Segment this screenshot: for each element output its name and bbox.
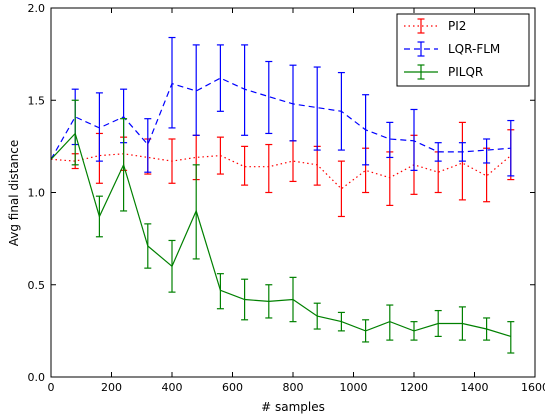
series-line-pi2: [50, 153, 512, 190]
error-bar: [410, 108, 418, 171]
error-bar: [337, 71, 345, 151]
error-bar: [71, 99, 79, 166]
error-bar: [458, 142, 466, 162]
error-bar: [313, 66, 321, 151]
error-bar: [216, 136, 224, 175]
plot-layer: [50, 36, 515, 354]
error-bar: [289, 276, 297, 323]
legend: PI2 LQR-FLM PILQR: [396, 13, 530, 87]
error-bar: [168, 138, 176, 184]
error-bar: [386, 304, 394, 341]
legend-label: LQR-FLM: [448, 42, 500, 56]
error-bar: [386, 151, 394, 207]
error-bar: [483, 138, 491, 164]
error-bar: [144, 118, 152, 173]
error-bar: [265, 284, 273, 319]
legend-item: PILQR: [404, 64, 483, 80]
series-line-lqr-flm: [50, 77, 511, 160]
x-tick-label: 600: [222, 381, 243, 394]
y-tick-label: 1.0: [28, 187, 46, 200]
error-bar: [216, 273, 224, 310]
error-bar: [192, 164, 200, 260]
error-bar: [410, 321, 418, 341]
error-bar: [289, 64, 297, 142]
error-bar: [313, 302, 321, 330]
error-bar: [434, 309, 442, 338]
error-bar: [192, 44, 200, 136]
error-bar: [507, 119, 515, 177]
error-bar: [337, 311, 345, 332]
y-tick-label: 1.5: [28, 94, 46, 107]
series-line-pilqr: [50, 132, 511, 337]
error-bar: [241, 44, 249, 136]
legend-item: PI2: [404, 18, 466, 34]
error-bar: [265, 60, 273, 135]
y-tick-label: 0.5: [28, 279, 46, 292]
x-tick-label: 400: [162, 381, 183, 394]
legend-label: PI2: [448, 19, 466, 33]
error-bar: [362, 319, 370, 343]
error-bar: [95, 92, 103, 162]
error-bar: [362, 94, 370, 166]
error-bar: [507, 321, 515, 354]
x-tick-label: 0: [48, 381, 55, 394]
y-tick-label: 0.0: [28, 371, 46, 384]
y-tick-label: 2.0: [28, 2, 46, 15]
error-bar: [434, 142, 442, 162]
error-bar: [386, 121, 394, 159]
x-tick-label: 800: [283, 381, 304, 394]
x-tick-label: 1200: [400, 381, 428, 394]
error-bar: [168, 239, 176, 293]
legend-item: LQR-FLM: [404, 41, 500, 57]
error-bar: [483, 317, 491, 341]
error-bar: [265, 143, 273, 194]
error-bar: [95, 195, 103, 238]
error-bar: [216, 44, 224, 112]
error-bar: [168, 36, 176, 129]
error-bar: [458, 306, 466, 341]
error-bar: [241, 278, 249, 321]
error-bar: [241, 145, 249, 186]
y-axis-label: Avg final distance: [7, 140, 21, 247]
error-bar: [144, 223, 152, 269]
x-axis-label: # samples: [261, 400, 325, 414]
series-pilqr: [50, 99, 515, 354]
error-bar: [313, 145, 321, 186]
error-bar: [337, 160, 345, 218]
error-bar: [120, 118, 128, 212]
x-tick-label: 1000: [340, 381, 368, 394]
series-lqr-flm: [50, 36, 515, 177]
x-tick-label: 200: [101, 381, 122, 394]
legend-label: PILQR: [448, 65, 483, 79]
series-pi2: [50, 121, 515, 218]
x-tick-label: 1400: [461, 381, 489, 394]
